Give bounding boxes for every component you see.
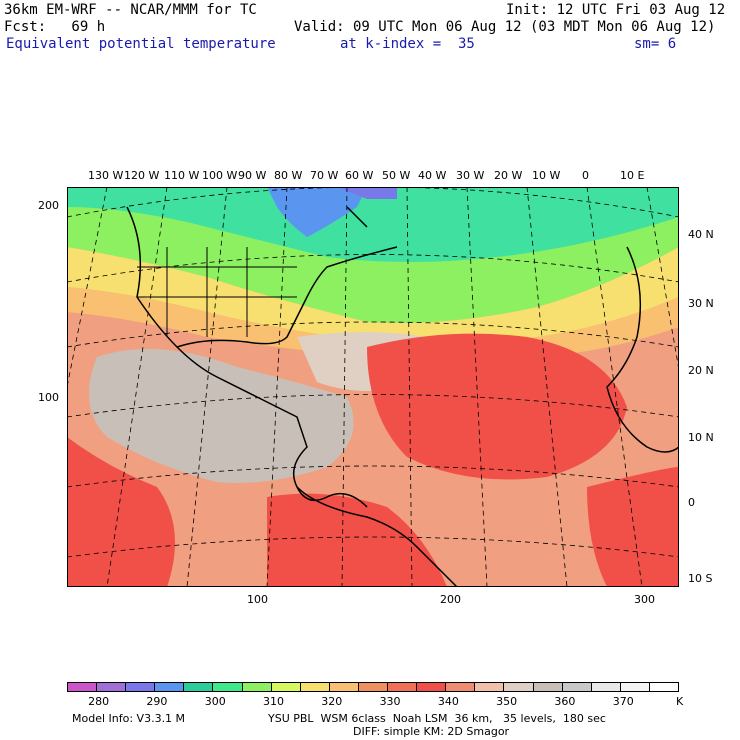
colorbar-label: 280: [88, 695, 110, 708]
x-index-label: 100: [247, 593, 268, 606]
init-time: Init: 12 UTC Fri 03 Aug 12: [506, 2, 726, 18]
lon-label: 50 W: [382, 169, 411, 182]
lon-label: 100 W: [202, 169, 238, 182]
map-frame: [67, 187, 679, 587]
vertical-level: at k-index = 35: [340, 36, 475, 52]
colorbar-swatch: [68, 683, 98, 691]
lat-label: 10 N: [688, 431, 714, 444]
lon-label: 0: [582, 169, 589, 182]
field-pacific-warm: [67, 437, 175, 587]
colorbar-swatch: [533, 683, 563, 691]
coastlines: [126, 206, 680, 588]
colorbar-swatch: [446, 683, 476, 691]
colorbar-label: 310: [263, 695, 284, 708]
colorbar-label: 330: [379, 695, 401, 708]
field-gulf-gray: [89, 349, 354, 483]
lat-label: 40 N: [688, 228, 714, 241]
colorbar-unit: K: [676, 695, 684, 708]
lon-label: 10 E: [620, 169, 645, 182]
colorbar-label: 320: [321, 695, 343, 708]
field-atlantic-core: [367, 333, 627, 480]
lon-label: 40 W: [418, 169, 447, 182]
lon-label: 90 W: [238, 169, 267, 182]
graticule: [26, 186, 718, 588]
colorbar-swatch: [620, 683, 650, 691]
field-africa-warm: [587, 467, 679, 587]
lon-label: 130 W: [88, 169, 124, 182]
theta-e-map: [26, 186, 718, 588]
colorbar-swatch: [358, 683, 389, 691]
field-name: Equivalent potential temperature: [6, 36, 276, 52]
x-index-label: 300: [634, 593, 655, 606]
lat-label: 10 S: [688, 572, 713, 585]
lon-label: 120 W: [124, 169, 160, 182]
colorbar-label: 300: [204, 695, 226, 708]
colorbar-swatch: [475, 683, 505, 691]
colorbar-swatch: [649, 683, 678, 691]
lon-label: 30 W: [456, 169, 485, 182]
field-yellow-band: [67, 247, 679, 344]
diffusion-info: DIFF: simple KM: 2D Smagor: [353, 725, 510, 738]
physics-info: YSU PBL WSM 6class Noah LSM 36 km, 35 le…: [268, 712, 606, 725]
field-arctic-low: [337, 187, 397, 199]
colorbar-swatch: [242, 683, 272, 691]
colorbar-swatch: [562, 683, 592, 691]
lat-label: 20 N: [688, 364, 714, 377]
colorbar: [67, 682, 679, 692]
field-south-america-warm: [267, 493, 447, 587]
lon-label: 60 W: [345, 169, 374, 182]
colorbar-swatch: [213, 683, 243, 691]
lat-label: 30 N: [688, 297, 714, 310]
field-greenland-low: [267, 187, 367, 237]
lon-label: 10 W: [532, 169, 561, 182]
colorbar-label: 350: [496, 695, 518, 708]
colorbar-swatch: [155, 683, 185, 691]
political-borders: [137, 247, 297, 337]
colorbar-swatch: [271, 683, 301, 691]
forecast-hour: Fcst: 69 h: [4, 19, 106, 35]
colorbar-label: 340: [437, 695, 459, 708]
model-title: 36km EM-WRF -- NCAR/MMM for TC: [4, 2, 257, 18]
colorbar-label: 360: [554, 695, 576, 708]
colorbar-swatch: [300, 683, 330, 691]
smoothing-value: sm= 6: [634, 36, 677, 52]
colorbar-swatch: [126, 683, 156, 691]
colorbar-swatch: [329, 683, 359, 691]
lon-label: 110 W: [164, 169, 200, 182]
map-svg: [26, 186, 718, 588]
colorbar-swatch: [184, 683, 214, 691]
colorbar-label: 290: [146, 695, 168, 708]
x-index-label: 200: [440, 593, 461, 606]
lon-label: 80 W: [274, 169, 303, 182]
y-index-label: 100: [38, 391, 59, 404]
y-index-label: 200: [38, 199, 59, 212]
colorbar-swatch: [504, 683, 534, 691]
lon-label: 70 W: [310, 169, 339, 182]
valid-time: Valid: 09 UTC Mon 06 Aug 12 (03 MDT Mon …: [294, 19, 716, 35]
colorbar-swatch: [417, 683, 447, 691]
model-info: Model Info: V3.3.1 M: [72, 712, 186, 725]
colorbar-swatch: [388, 683, 418, 691]
colorbar-label: 370: [612, 695, 634, 708]
lat-label: 0: [688, 496, 695, 509]
lon-label: 20 W: [494, 169, 523, 182]
field-colder-band: [67, 187, 679, 262]
colorbar-swatch: [97, 683, 127, 691]
colorbar-swatch: [591, 683, 621, 691]
